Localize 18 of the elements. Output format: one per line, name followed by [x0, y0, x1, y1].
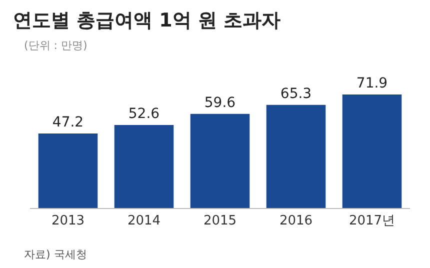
chart-subtitle: (단위 : 만명)	[24, 39, 88, 52]
x-tick-label: 2013	[51, 214, 85, 229]
text: 자료) 국세청	[24, 248, 87, 261]
bar	[342, 94, 402, 208]
data-label: 59.6	[204, 94, 236, 111]
x-tick-label: 2014	[127, 214, 161, 229]
bar	[38, 133, 98, 208]
x-tick-label: 2017년	[348, 214, 396, 229]
x-tick-label: 2016	[279, 214, 313, 229]
data-label: 71.9	[356, 75, 388, 92]
chart-title: 연도별 총급여액 1억 원 초과자	[12, 10, 281, 32]
x-tick-label: 2015	[203, 214, 237, 229]
bar	[190, 114, 250, 208]
bar	[266, 104, 326, 208]
data-label: 65.3	[280, 86, 312, 102]
data-label: 52.6	[128, 106, 160, 122]
bar	[114, 124, 174, 208]
data-label: 47.2	[52, 114, 84, 130]
